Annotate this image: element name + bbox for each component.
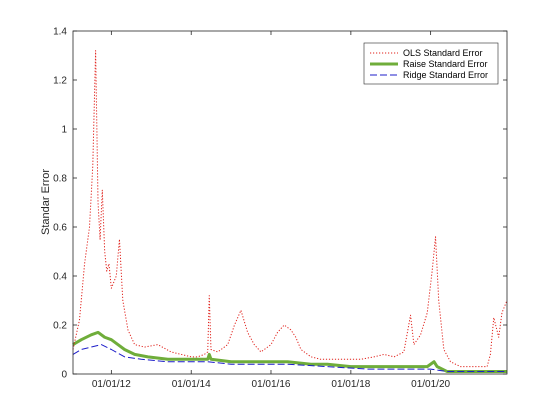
y-tick-label: 1 [61, 125, 67, 136]
y-tick-label: 1.4 [53, 27, 67, 38]
x-tick-label: 01/01/20 [411, 379, 450, 390]
y-tick-label: 0.8 [53, 174, 67, 185]
y-tick-label: 0.4 [53, 272, 67, 283]
plot-frame [72, 30, 508, 375]
y-tick-label: 0.6 [53, 223, 67, 234]
series-line-raise [72, 330, 507, 374]
y-tick-label: 0.2 [53, 321, 67, 332]
x-tick-label: 01/01/16 [252, 379, 291, 390]
x-tick-label: 01/01/12 [92, 379, 131, 390]
legend-label-ridge: Ridge Standard Error [403, 70, 488, 80]
y-axis-label: Standar Error [40, 169, 52, 235]
plot-area [73, 31, 507, 374]
x-tick-label: 01/01/14 [172, 379, 211, 390]
x-tick-label: 01/01/18 [331, 379, 370, 390]
y-tick-label: 1.2 [53, 76, 67, 87]
legend-label-raise: Raise Standard Error [403, 59, 488, 69]
series-line-ridge [72, 344, 507, 373]
y-axis: 0 0.2 0.4 0.6 0.8 1 1.2 1.4 [53, 27, 507, 381]
series-layer [72, 50, 508, 374]
y-tick-label: 0 [61, 370, 67, 381]
x-axis: 01/01/12 01/01/14 01/01/16 01/01/18 01/01/20 [92, 31, 451, 390]
series-line-ols [72, 50, 508, 368]
legend-label-ols: OLS Standard Error [403, 48, 483, 58]
